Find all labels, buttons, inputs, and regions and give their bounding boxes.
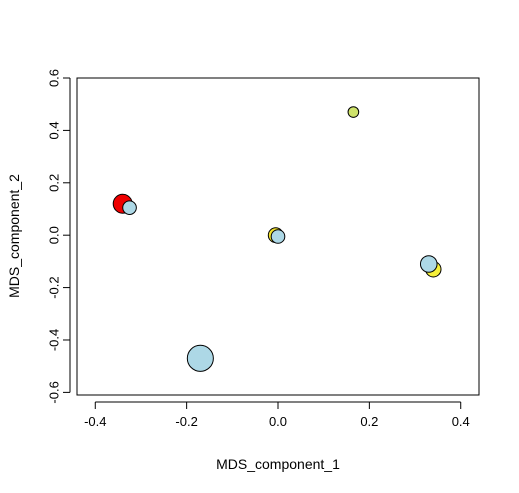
x-tick-label: 0.0 bbox=[269, 414, 287, 429]
y-tick-label: 0.6 bbox=[47, 69, 62, 87]
x-axis: -0.4 -0.2 0.0 0.2 0.4 bbox=[84, 401, 470, 429]
y-tick-label: 0.2 bbox=[47, 174, 62, 192]
data-point bbox=[270, 229, 286, 244]
x-tick-label: 0.4 bbox=[452, 414, 470, 429]
data-point bbox=[419, 255, 438, 273]
y-tick-label: -0.4 bbox=[47, 329, 62, 351]
y-tick-label: 0.4 bbox=[47, 121, 62, 139]
data-point bbox=[347, 106, 360, 118]
data-point bbox=[122, 200, 137, 215]
y-axis-title: MDS_component_2 bbox=[6, 174, 22, 298]
x-tick-label: 0.2 bbox=[360, 414, 378, 429]
y-tick-label: 0.0 bbox=[47, 226, 62, 244]
plot-box bbox=[76, 77, 480, 396]
x-tick-label: -0.2 bbox=[175, 414, 197, 429]
x-tick-label: -0.4 bbox=[84, 414, 106, 429]
data-point bbox=[186, 344, 214, 372]
y-tick-label: -0.2 bbox=[47, 276, 62, 298]
x-axis-title: MDS_component_1 bbox=[216, 456, 340, 472]
data-points bbox=[112, 106, 442, 372]
y-tick-label: -0.6 bbox=[47, 381, 62, 403]
y-axis: -0.6 -0.4 -0.2 0.0 0.2 0.4 0.6 bbox=[47, 69, 71, 404]
